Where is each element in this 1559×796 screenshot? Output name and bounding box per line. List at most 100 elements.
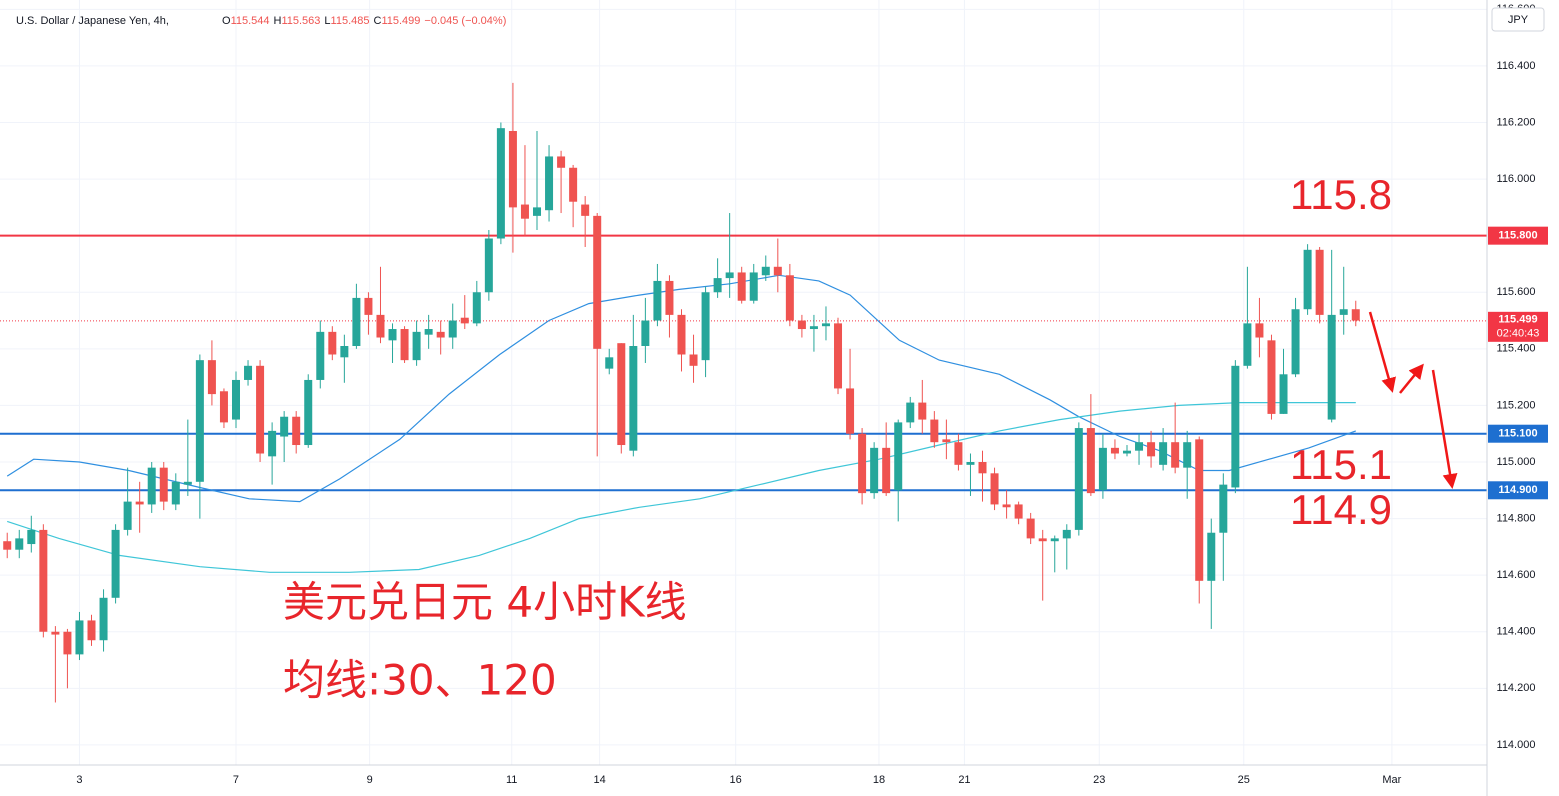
x-tick-label: 23	[1093, 774, 1105, 786]
candle-body	[1291, 309, 1300, 375]
candle-body	[1062, 529, 1071, 539]
y-tick-label: 114.800	[1497, 512, 1536, 524]
candle-body	[569, 167, 578, 202]
candle-body	[978, 461, 987, 474]
y-tick-label: 114.000	[1497, 739, 1536, 751]
candle-body	[256, 365, 265, 454]
candle-body	[930, 419, 939, 443]
ohlc-key: C	[374, 15, 382, 27]
candle-body	[701, 292, 710, 361]
candle-body	[159, 467, 168, 502]
candle-body	[27, 529, 36, 545]
candle-body	[1183, 442, 1192, 468]
candle-body	[183, 481, 192, 485]
annotation: 114.9	[1290, 486, 1392, 533]
candle-body	[171, 481, 180, 505]
candle-body	[1279, 374, 1288, 414]
candle-body	[63, 631, 72, 655]
candle-body	[304, 379, 313, 446]
x-tick-label: 7	[233, 774, 239, 786]
candle-body	[689, 354, 698, 366]
arrow	[1399, 363, 1424, 394]
candle-body	[882, 447, 891, 494]
candle-body	[617, 343, 626, 446]
candle-body	[1050, 538, 1059, 542]
candle-body	[942, 439, 951, 443]
candle-body	[280, 416, 289, 437]
candle-body	[135, 501, 144, 505]
candle-body	[1303, 249, 1312, 310]
candle-body	[605, 357, 614, 369]
candle-body	[1339, 309, 1348, 315]
candle-body	[268, 430, 277, 457]
candle-body	[1147, 442, 1156, 457]
annotation: 115.1	[1290, 441, 1392, 488]
candle-body	[400, 329, 409, 361]
x-tick-label: 16	[730, 774, 742, 786]
candle-body	[677, 314, 686, 355]
candle-body	[797, 320, 806, 330]
candle-body	[641, 320, 650, 347]
currency-box	[1491, 7, 1545, 32]
candle-body	[749, 272, 758, 301]
candle-body	[99, 597, 108, 641]
y-tick-label: 114.400	[1497, 626, 1536, 638]
candle-body	[123, 501, 132, 530]
candle-body	[436, 331, 445, 338]
arrow	[1368, 311, 1396, 393]
candle-body	[834, 323, 843, 389]
candle-body	[1219, 484, 1228, 533]
candle-body	[665, 280, 674, 315]
annotation: 均线:30、120	[283, 656, 557, 705]
candle-body	[1135, 442, 1144, 451]
candle-body	[725, 272, 734, 279]
y-tick-label: 114.600	[1497, 569, 1536, 581]
last-price-label: 115.499	[1498, 314, 1537, 326]
candle-body	[472, 292, 481, 324]
candle-body	[147, 467, 156, 505]
candle-body	[1122, 450, 1131, 454]
candle-body	[593, 215, 602, 349]
candle-body	[1231, 365, 1240, 488]
candle-body	[557, 156, 566, 168]
candle-body	[870, 447, 879, 494]
candle-body	[244, 365, 253, 380]
candle-body	[1014, 504, 1023, 519]
candle-body	[520, 204, 529, 219]
candle-body	[773, 266, 782, 276]
candle-body	[388, 329, 397, 341]
candle-body	[364, 297, 373, 315]
x-tick-label: 9	[367, 774, 373, 786]
y-tick-label: 115.000	[1497, 456, 1536, 468]
moving-average-line	[7, 402, 1356, 573]
candle-body	[918, 402, 927, 420]
x-tick-label: 11	[506, 774, 517, 786]
candle-body	[653, 280, 662, 321]
candle-body	[1038, 538, 1047, 542]
level-label: 115.800	[1498, 230, 1537, 242]
candle-body	[328, 331, 337, 355]
candle-body	[1002, 504, 1011, 508]
y-tick-label: 115.200	[1497, 399, 1536, 411]
candle-body	[846, 388, 855, 434]
candle-body	[1243, 323, 1252, 366]
axes: 114.000 114.200 114.400 114.600 114.800 115.0…	[76, 3, 1548, 786]
annotation: 115.8	[1290, 171, 1392, 218]
candle-body	[207, 360, 216, 395]
candle-body	[906, 402, 915, 423]
candle-body	[1315, 249, 1324, 315]
y-tick-label: 116.400	[1497, 60, 1536, 72]
level-label: 114.900	[1498, 484, 1537, 496]
candle-body	[376, 314, 385, 338]
candle-body	[1255, 323, 1264, 338]
annotation: 美元兑日元 4小时K线	[283, 578, 687, 627]
candle-body	[990, 473, 999, 505]
ohlc-key: O	[222, 15, 231, 27]
x-tick-label: 14	[593, 774, 605, 786]
candle-body	[496, 128, 505, 239]
candle-body	[1026, 518, 1035, 539]
candle-body	[424, 329, 433, 335]
ohlc-legend: O115.544 H115.563 L115.485 C115.499 −0.045 (…	[222, 15, 506, 27]
candle-body	[1327, 314, 1336, 420]
